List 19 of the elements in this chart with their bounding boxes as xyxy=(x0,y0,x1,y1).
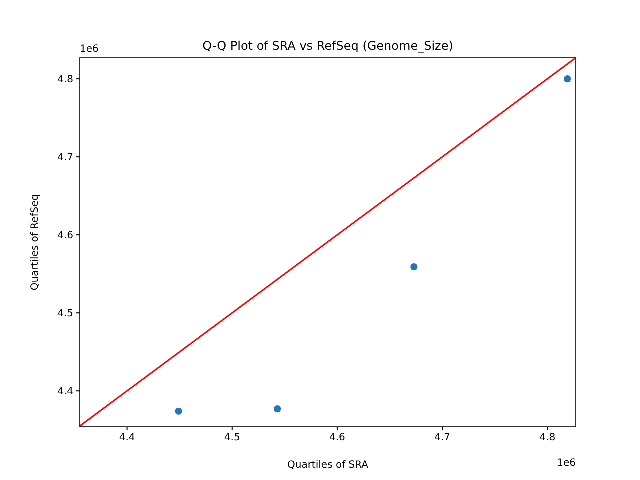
point xyxy=(175,408,182,415)
point xyxy=(564,76,572,83)
x-axis-title: Quartiles of SRA xyxy=(287,460,369,471)
y-tick-label: 4.5 xyxy=(58,308,74,320)
x-tick-label: 4.7 xyxy=(434,432,450,444)
text: 1e6 xyxy=(80,44,99,55)
y-tick-label: 4.8 xyxy=(58,74,74,86)
x-tick-label: 4.8 xyxy=(540,432,556,444)
y-tick-label: 4.4 xyxy=(58,386,74,398)
x-tick-label: 4.4 xyxy=(119,432,136,444)
y-tick-label: 4.6 xyxy=(58,230,74,242)
chart-title: Q-Q Plot of SRA vs RefSeq (Genome_Size) xyxy=(202,39,454,53)
text: 1e6 xyxy=(557,458,576,469)
point xyxy=(274,405,282,413)
x-tick-label: 4.6 xyxy=(330,432,346,444)
point xyxy=(410,264,418,271)
x-tick-label: 4.5 xyxy=(224,432,240,444)
y-tick-label: 4.7 xyxy=(58,152,74,164)
y-axis-title: Quartiles of RefSeq xyxy=(30,194,41,291)
